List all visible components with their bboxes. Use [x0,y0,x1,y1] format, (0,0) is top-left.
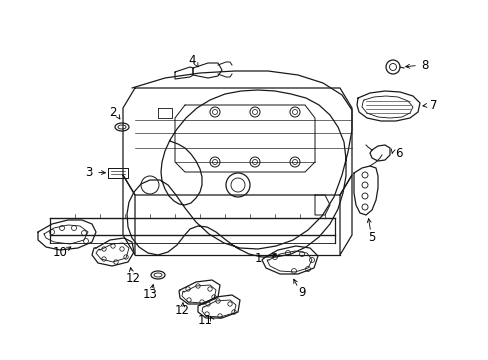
Text: 12: 12 [174,305,189,318]
Text: 4: 4 [188,54,195,67]
Text: 7: 7 [429,99,437,112]
Text: 8: 8 [421,59,428,72]
Text: 12: 12 [125,271,140,284]
Text: 10: 10 [52,246,67,258]
Text: 13: 13 [142,288,157,302]
Text: 1: 1 [254,252,261,265]
Text: 11: 11 [197,314,212,327]
Text: 6: 6 [394,147,402,159]
Text: 2: 2 [109,105,117,118]
Text: 5: 5 [367,230,375,243]
Text: 3: 3 [85,166,93,179]
Text: 9: 9 [298,285,305,298]
